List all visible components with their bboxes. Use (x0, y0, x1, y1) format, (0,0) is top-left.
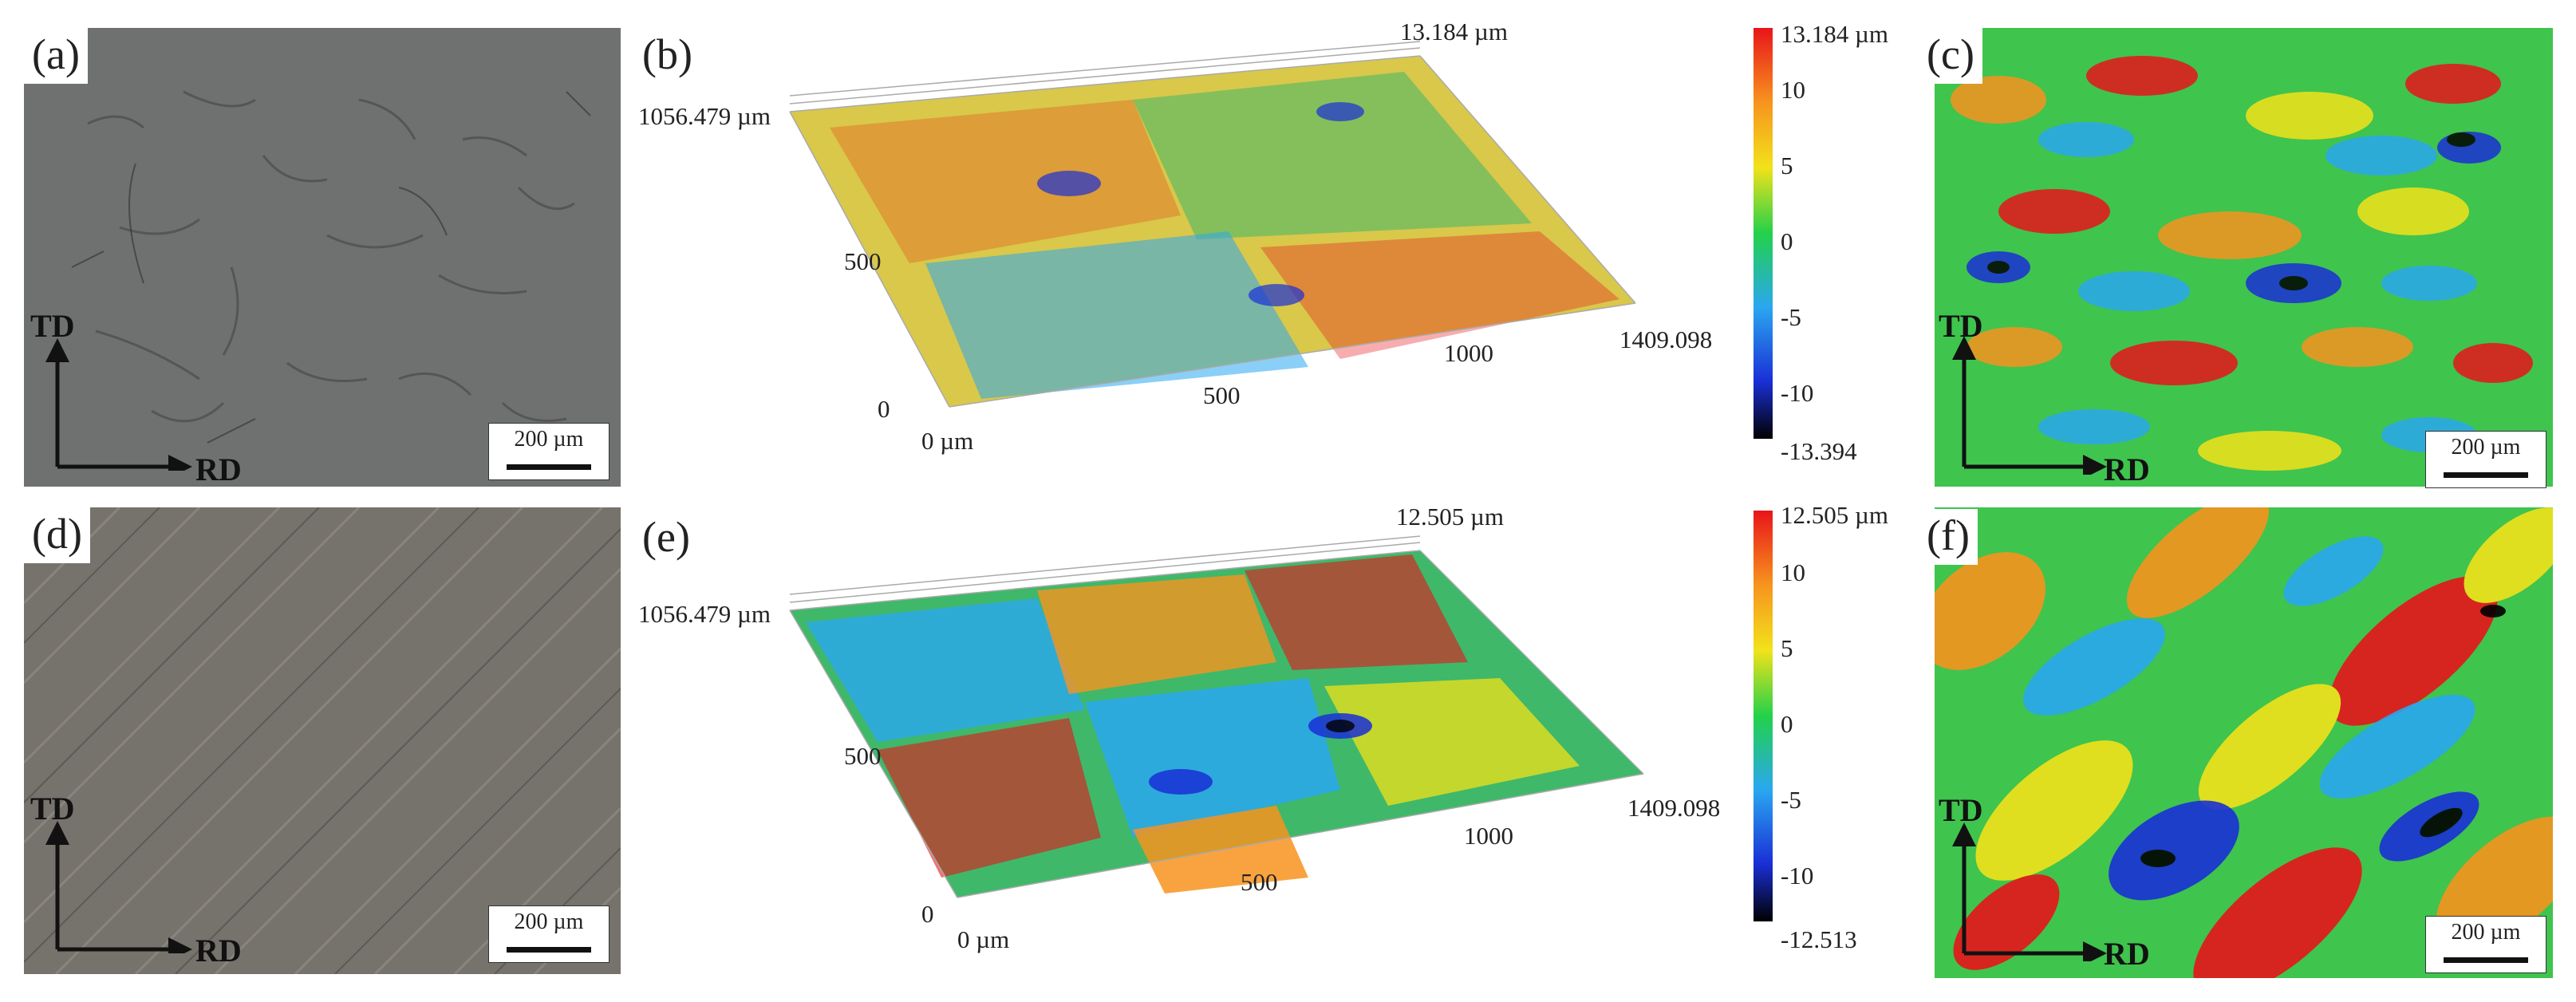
scale-bar-line (2444, 472, 2528, 478)
panel-label-e: (e) (634, 511, 698, 566)
height-map-c (1935, 28, 2553, 487)
panel-label-b: (b) (634, 28, 700, 84)
scale-bar-a: 200 µm (488, 423, 609, 480)
x-tick-0-e: 0 µm (957, 925, 1010, 953)
x-extent-e: 1409.098 (1627, 794, 1721, 822)
surface-3d-e (789, 535, 1644, 898)
scale-bar-label: 200 µm (514, 427, 584, 452)
colorbar-min-b: -13.394 (1781, 437, 1857, 465)
scale-bar-c: 200 µm (2425, 431, 2546, 488)
axis-arrows-a (45, 338, 192, 471)
colorbar-tick-neg10-e: -10 (1781, 862, 1814, 890)
colorbar-tick-5-b: 5 (1781, 152, 1793, 179)
axis-label-td-d: TD (30, 791, 75, 826)
panel-label-a: (a) (24, 28, 88, 84)
x-tick-0-b: 0 µm (921, 427, 974, 455)
scale-bar-f: 200 µm (2425, 916, 2546, 973)
colorbar-min-e: -12.513 (1781, 925, 1857, 953)
colorbar-tick-0-b: 0 (1781, 227, 1793, 255)
scale-bar-label: 200 µm (2451, 920, 2521, 945)
colorbar-tick-neg10-b: -10 (1781, 379, 1814, 407)
axis-arrows-d (45, 821, 192, 953)
micrograph-d (24, 507, 621, 974)
y-tick-500-b: 500 (844, 247, 882, 275)
x-tick-1000-b: 1000 (1444, 339, 1493, 367)
x-extent-b: 1409.098 (1619, 325, 1713, 353)
axis-label-rd-a: RD (195, 452, 242, 487)
scale-bar-label: 200 µm (514, 909, 584, 934)
axis-arrows-f (1952, 823, 2107, 961)
colorbar-e (1753, 511, 1773, 921)
axis-label-rd-d: RD (195, 933, 242, 968)
scale-bar-line (507, 464, 591, 470)
top-value-b: 13.184 µm (1400, 18, 1508, 45)
y-tick-0-e: 0 (921, 900, 934, 928)
colorbar-tick-neg5-e: -5 (1781, 786, 1801, 814)
top-value-e: 12.505 µm (1396, 503, 1504, 531)
y-tick-500-e: 500 (844, 742, 882, 770)
colorbar-tick-neg5-b: -5 (1781, 303, 1801, 331)
micrograph-a (24, 28, 621, 487)
colorbar-tick-0-e: 0 (1781, 710, 1793, 738)
scale-bar-line (2444, 957, 2528, 963)
axis-label-td-a: TD (30, 308, 75, 344)
colorbar-b (1753, 28, 1773, 439)
colorbar-tick-10-b: 10 (1781, 76, 1805, 104)
axis-label-td-f: TD (1939, 792, 1983, 828)
axis-label-rd-f: RD (2104, 936, 2150, 972)
axis-arrows-c (1952, 336, 2107, 475)
x-tick-500-b: 500 (1203, 381, 1241, 409)
panel-label-f: (f) (1919, 509, 1978, 565)
surface-3d-b (789, 41, 1636, 408)
scale-bar-line (507, 947, 591, 953)
y-extent-b: 1056.479 µm (638, 102, 771, 130)
panel-label-c: (c) (1919, 28, 1982, 84)
scale-bar-d: 200 µm (488, 905, 609, 963)
x-tick-1000-e: 1000 (1464, 822, 1513, 850)
y-tick-0-b: 0 (878, 395, 890, 423)
panel-label-d: (d) (24, 507, 90, 563)
colorbar-max-e: 12.505 µm (1781, 501, 1888, 529)
colorbar-tick-10-e: 10 (1781, 558, 1805, 586)
colorbar-tick-5-e: 5 (1781, 634, 1793, 662)
x-tick-500-e: 500 (1241, 868, 1278, 896)
height-map-f (1935, 507, 2553, 978)
y-extent-e: 1056.479 µm (638, 600, 771, 628)
axis-label-td-c: TD (1939, 308, 1983, 344)
axis-label-rd-c: RD (2104, 452, 2150, 487)
scale-bar-label: 200 µm (2451, 435, 2521, 460)
colorbar-max-b: 13.184 µm (1781, 20, 1888, 48)
